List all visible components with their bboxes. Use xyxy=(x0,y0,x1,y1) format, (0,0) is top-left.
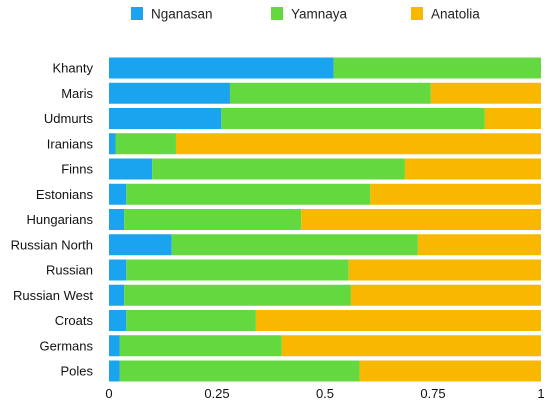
bar-poles-yamnaya xyxy=(119,360,360,382)
bar-poles-nganasan xyxy=(109,360,120,382)
bar-russian-north-yamnaya xyxy=(171,234,418,256)
x-tick-label: 0.25 xyxy=(204,386,229,401)
legend-swatch-anatolia xyxy=(411,7,423,20)
bar-russian-nganasan xyxy=(109,259,127,281)
category-labels: Khanty Maris Udmurts Iranians Finns Estonians… xyxy=(11,61,94,379)
bar-finns-nganasan xyxy=(109,158,153,180)
bar-russian-north-anatolia xyxy=(417,234,541,256)
category-label-russian-north: Russian North xyxy=(11,237,93,252)
bar-hungarians-anatolia xyxy=(301,209,541,230)
bar-estonians-nganasan xyxy=(109,183,127,205)
bars-group xyxy=(109,57,541,382)
x-axis: 0 0.25 0.5 0.75 1 xyxy=(105,386,544,401)
category-label-russian-west: Russian West xyxy=(13,288,93,303)
legend-label-nganasan: Nganasan xyxy=(151,7,213,22)
bar-maris-anatolia xyxy=(430,82,541,104)
category-label-russian: Russian xyxy=(46,263,93,278)
category-label-croats: Croats xyxy=(55,313,94,328)
bar-iranians-yamnaya xyxy=(115,133,176,155)
bar-estonians-anatolia xyxy=(370,183,541,205)
x-tick-label: 0.5 xyxy=(316,386,334,401)
bar-germans-yamnaya xyxy=(119,335,282,357)
legend: Nganasan Yamnaya Anatolia xyxy=(131,7,480,22)
bar-russian-anatolia xyxy=(348,259,541,281)
bar-estonians-yamnaya xyxy=(126,183,371,205)
bar-udmurts-yamnaya xyxy=(221,108,485,129)
category-label-hungarians: Hungarians xyxy=(27,212,94,227)
category-label-germans: Germans xyxy=(40,338,94,353)
bar-croats-yamnaya xyxy=(126,310,256,331)
x-tick-label: 1 xyxy=(537,386,544,401)
category-label-finns: Finns xyxy=(61,162,93,177)
bar-khanty-yamnaya xyxy=(333,57,541,79)
bar-russian-north-nganasan xyxy=(109,234,172,256)
category-label-poles: Poles xyxy=(60,364,93,379)
bar-udmurts-anatolia xyxy=(484,108,541,129)
bar-khanty-nganasan xyxy=(109,57,334,79)
category-label-estonians: Estonians xyxy=(36,187,94,202)
legend-swatch-nganasan xyxy=(131,7,143,20)
category-label-maris: Maris xyxy=(61,86,93,101)
bar-russian-yamnaya xyxy=(126,259,349,281)
category-label-khanty: Khanty xyxy=(53,61,94,76)
bar-hungarians-yamnaya xyxy=(124,209,302,230)
legend-label-yamnaya: Yamnaya xyxy=(291,7,348,22)
bar-iranians-nganasan xyxy=(109,133,116,155)
bar-finns-anatolia xyxy=(404,158,541,180)
bar-germans-anatolia xyxy=(281,335,541,357)
bar-iranians-anatolia xyxy=(175,133,541,155)
bar-maris-yamnaya xyxy=(229,82,431,104)
legend-label-anatolia: Anatolia xyxy=(431,7,480,22)
bar-croats-anatolia xyxy=(255,310,541,331)
x-tick-label: 0.75 xyxy=(420,386,445,401)
category-label-iranians: Iranians xyxy=(47,136,94,151)
bar-maris-nganasan xyxy=(109,82,230,104)
bar-russian-west-anatolia xyxy=(350,284,541,306)
bar-russian-west-yamnaya xyxy=(124,284,351,306)
bar-russian-west-nganasan xyxy=(109,284,125,306)
bar-germans-nganasan xyxy=(109,335,120,357)
category-label-udmurts: Udmurts xyxy=(44,111,94,126)
bar-croats-nganasan xyxy=(109,310,127,331)
bar-hungarians-nganasan xyxy=(109,209,125,230)
bar-udmurts-nganasan xyxy=(109,108,222,129)
bar-poles-anatolia xyxy=(359,360,541,382)
bar-finns-yamnaya xyxy=(152,158,405,180)
x-tick-label: 0 xyxy=(105,386,112,401)
legend-swatch-yamnaya xyxy=(271,7,283,20)
